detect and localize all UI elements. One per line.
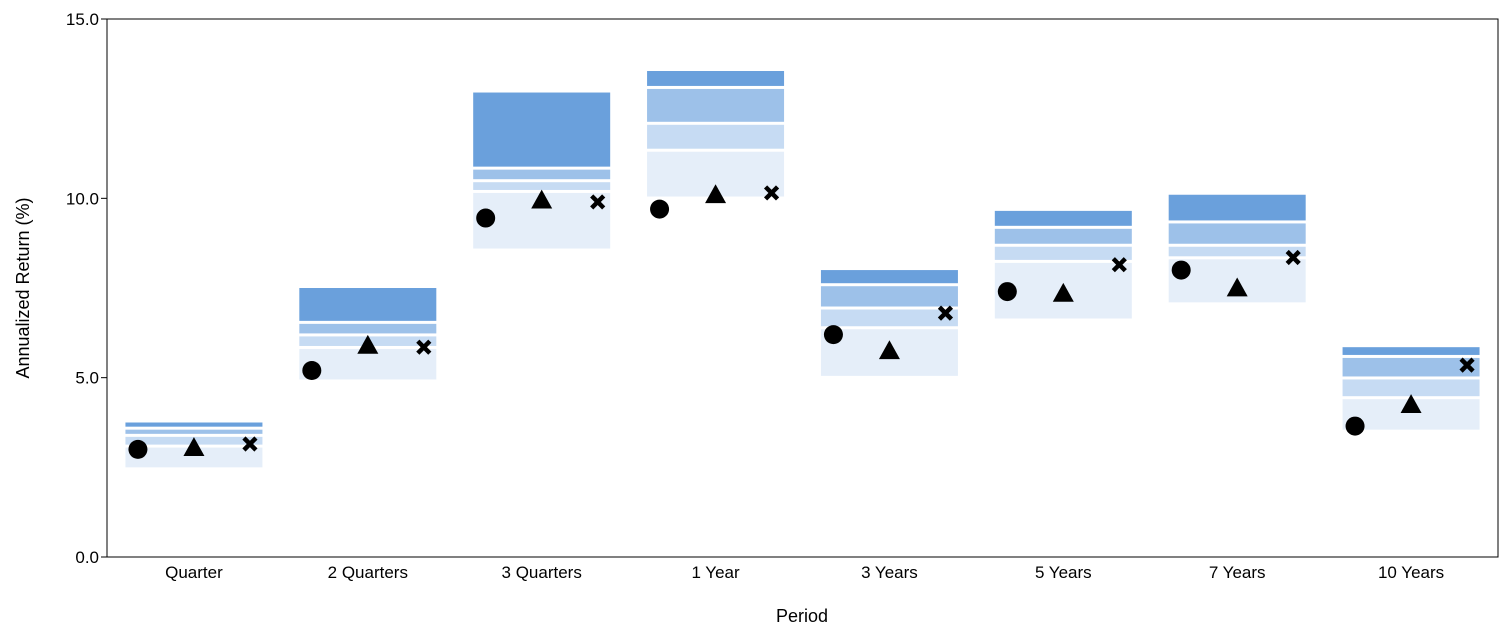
percentile-band [125, 422, 263, 427]
x-tick-label: 5 Years [1035, 563, 1092, 582]
circle-marker [476, 208, 496, 228]
percentile-band [1168, 223, 1306, 244]
percentile-band [299, 348, 437, 380]
percentile-band [473, 92, 611, 167]
circle-marker [1345, 416, 1365, 436]
percentile-bands [125, 71, 1480, 468]
percentile-band [994, 210, 1132, 226]
x-tick-label: 2 Quarters [328, 563, 408, 582]
x-marker [242, 436, 258, 452]
percentile-band [994, 228, 1132, 244]
percentile-band [473, 182, 611, 190]
x-axis: Quarter 2 Quarters 3 Quarters 1 Year 3 Years… [165, 563, 1444, 582]
x-tick-label: 3 Years [861, 563, 918, 582]
markers [128, 184, 1475, 459]
y-axis: 0.0 5.0 10.0 15.0 [66, 10, 107, 567]
y-tick-label: 0.0 [75, 548, 99, 567]
x-marker [763, 185, 780, 201]
y-tick-label: 5.0 [75, 369, 99, 388]
percentile-band [125, 429, 263, 434]
plot-area-frame [106, 18, 1499, 558]
percentile-band [125, 447, 263, 468]
x-marker [1459, 357, 1475, 373]
x-tick-label: 7 Years [1209, 563, 1266, 582]
percentile-band [1168, 194, 1306, 221]
x-marker [937, 305, 954, 321]
x-tick-label: 3 Quarters [502, 563, 582, 582]
percentile-band [820, 270, 958, 284]
percentile-band [647, 88, 785, 122]
x-marker [1111, 257, 1127, 273]
circle-marker [823, 325, 843, 345]
circle-marker [302, 360, 322, 380]
percentile-band [1168, 246, 1306, 257]
percentile-band [299, 323, 437, 334]
x-marker [416, 339, 432, 355]
x-tick-label: 10 Years [1378, 563, 1444, 582]
x-axis-title: Period [776, 606, 828, 626]
percentile-band [820, 309, 958, 327]
y-axis-title: Annualized Return (%) [13, 197, 33, 378]
triangle-marker [1052, 282, 1074, 302]
percentile-band [820, 286, 958, 307]
percentile-band [473, 169, 611, 180]
percentile-band [1342, 379, 1480, 397]
circle-marker [650, 199, 670, 219]
x-tick-label: 1 Year [691, 563, 740, 582]
triangle-marker [531, 189, 553, 209]
percentile-band [1342, 357, 1480, 377]
percentile-band [647, 71, 785, 86]
triangle-marker [183, 437, 205, 457]
percentile-band [1342, 347, 1480, 355]
triangle-marker [705, 184, 727, 204]
triangle-marker [878, 340, 900, 360]
circle-marker [1171, 260, 1191, 280]
x-tick-label: Quarter [165, 563, 223, 582]
triangle-marker [1226, 277, 1248, 297]
triangle-marker [357, 334, 379, 354]
circle-marker [128, 439, 148, 459]
circle-marker [997, 282, 1017, 302]
percentile-band [299, 288, 437, 321]
y-tick-label: 15.0 [66, 10, 99, 29]
y-tick-label: 10.0 [66, 189, 99, 208]
percentile-band [647, 124, 785, 149]
x-marker [590, 194, 606, 210]
percentile-band [994, 246, 1132, 260]
x-marker [1285, 249, 1301, 266]
triangle-marker [1400, 394, 1422, 413]
